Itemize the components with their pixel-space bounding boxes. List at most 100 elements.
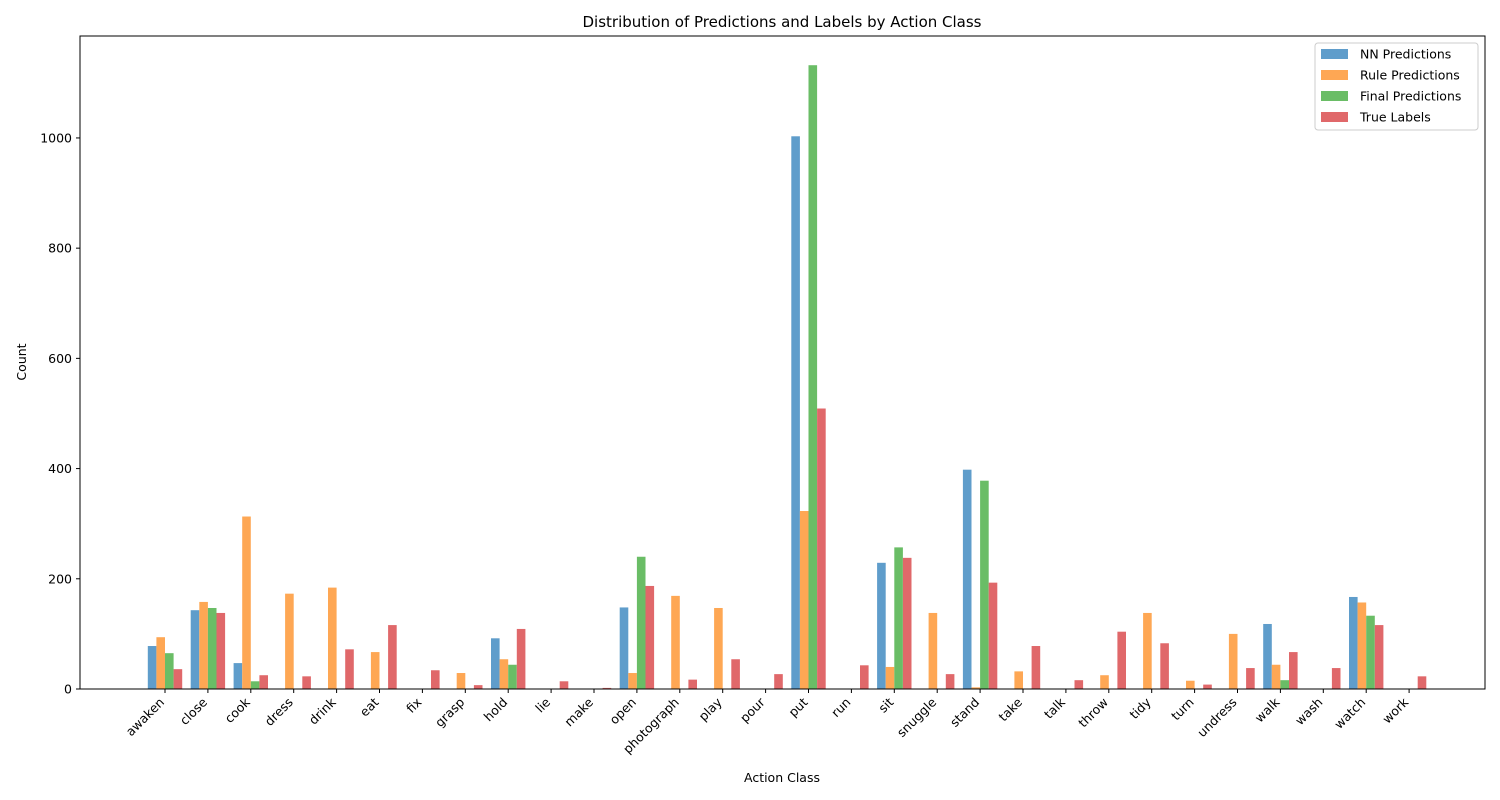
x-tick-label-grasp: grasp — [432, 694, 468, 730]
bar-turn-3 — [1203, 684, 1212, 689]
bar-hold-0 — [491, 638, 500, 689]
bar-walk-3 — [1289, 652, 1298, 689]
bar-cook-3 — [259, 675, 268, 689]
bar-walk-0 — [1263, 623, 1272, 689]
x-axis-label: Action Class — [744, 770, 820, 785]
bar-watch-0 — [1349, 596, 1358, 689]
x-tick-label-throw: throw — [1075, 695, 1111, 731]
bar-walk-2 — [1280, 680, 1289, 689]
bar-eat-3 — [388, 625, 397, 689]
bar-sit-2 — [894, 547, 903, 689]
bar-open-3 — [645, 585, 655, 689]
bar-sit-3 — [902, 557, 912, 689]
x-tick-label-sit: sit — [875, 694, 896, 715]
bar-put-1 — [799, 511, 809, 689]
legend: NN Predictions Rule Predictions Final Pred… — [1314, 42, 1479, 131]
bar-stand-2 — [980, 480, 989, 689]
bar-undress-3 — [1246, 668, 1255, 689]
bar-talk-3 — [1074, 680, 1084, 689]
x-tick-label-lie: lie — [532, 694, 553, 715]
legend-label-2: Final Predictions — [1360, 89, 1461, 104]
legend-label-3: True Labels — [1359, 110, 1431, 125]
y-tick-label: 200 — [48, 571, 72, 586]
bar-walk-1 — [1271, 664, 1281, 689]
x-tick-label-cook: cook — [222, 694, 254, 726]
y-tick-label: 800 — [48, 241, 72, 256]
bar-tidy-1 — [1143, 612, 1152, 689]
plot-area: 0 200 400 600 800 1000 awaken close cook dress dri… — [40, 35, 1486, 756]
x-tick-label-pour: pour — [737, 694, 768, 725]
x-tick-label-put: put — [785, 694, 810, 719]
bar-photograph-1 — [671, 595, 680, 689]
bar-close-0 — [190, 610, 200, 689]
bar-tidy-3 — [1160, 643, 1169, 689]
y-tick-label: 600 — [48, 351, 72, 366]
bar-eat-1 — [370, 652, 380, 689]
bar-awaken-1 — [156, 637, 165, 689]
y-tick-label: 1000 — [40, 130, 72, 145]
bar-throw-3 — [1117, 631, 1126, 689]
bar-put-3 — [817, 408, 826, 689]
bar-wash-3 — [1331, 668, 1341, 689]
x-tick-label-watch: watch — [1331, 695, 1368, 732]
bar-open-2 — [636, 556, 646, 689]
legend-swatch-0 — [1321, 49, 1348, 59]
bar-grasp-1 — [456, 673, 466, 689]
legend-label-0: NN Predictions — [1360, 47, 1451, 62]
bar-sit-1 — [885, 666, 895, 689]
x-tick-label-drink: drink — [306, 694, 340, 728]
bar-hold-3 — [516, 628, 526, 689]
x-tick-label-run: run — [828, 695, 853, 720]
bar-undress-1 — [1228, 633, 1238, 689]
bar-take-3 — [1031, 646, 1041, 689]
y-tick-label: 0 — [64, 682, 72, 697]
bar-turn-1 — [1186, 680, 1195, 689]
x-tick-label-play: play — [695, 694, 725, 724]
bar-close-1 — [199, 601, 208, 689]
x-tick-label-wash: wash — [1292, 695, 1325, 728]
bar-stand-1 — [971, 687, 981, 689]
bar-drink-3 — [345, 649, 354, 689]
x-tick-label-make: make — [561, 694, 596, 729]
legend-label-1: Rule Predictions — [1360, 68, 1460, 83]
bar-put-0 — [791, 136, 800, 690]
x-tick-label-undress: undress — [1194, 695, 1240, 741]
bar-open-0 — [619, 607, 629, 689]
bar-take-1 — [1014, 671, 1023, 689]
bar-work-3 — [1417, 676, 1427, 689]
bar-watch-1 — [1357, 602, 1367, 689]
bar-watch-2 — [1366, 615, 1375, 689]
bar-drink-1 — [328, 587, 337, 689]
bar-make-3 — [602, 687, 612, 689]
bar-play-1 — [714, 607, 723, 689]
x-tick-label-dress: dress — [262, 695, 296, 729]
y-axis-label: Count — [14, 343, 29, 380]
bar-watch-3 — [1374, 625, 1384, 689]
bar-cook-2 — [250, 681, 260, 689]
legend-box — [1314, 42, 1479, 131]
x-tick-label-turn: turn — [1168, 695, 1197, 724]
bar-play-3 — [731, 659, 740, 689]
bar-throw-1 — [1100, 675, 1109, 689]
bar-awaken-3 — [173, 669, 183, 689]
x-tick-label-eat: eat — [357, 694, 382, 719]
bar-fix-3 — [431, 670, 440, 689]
plot-frame — [79, 35, 1486, 690]
bar-close-3 — [216, 612, 226, 689]
bar-hold-2 — [508, 664, 517, 689]
legend-swatch-1 — [1321, 70, 1348, 80]
x-tick-label-walk: walk — [1252, 694, 1283, 725]
bar-pour-3 — [774, 674, 783, 689]
chart-title: Distribution of Predictions and Labels b… — [582, 13, 981, 31]
y-tick-label: 400 — [48, 461, 72, 476]
bar-lie-3 — [559, 681, 569, 689]
bar-cook-1 — [242, 516, 251, 689]
bar-awaken-2 — [165, 653, 174, 689]
x-tick-label-open: open — [606, 695, 639, 728]
bar-snuggle-3 — [945, 674, 955, 689]
bar-dress-1 — [285, 593, 294, 689]
x-tick-label-tidy: tidy — [1126, 694, 1154, 722]
bar-cook-0 — [233, 663, 243, 689]
